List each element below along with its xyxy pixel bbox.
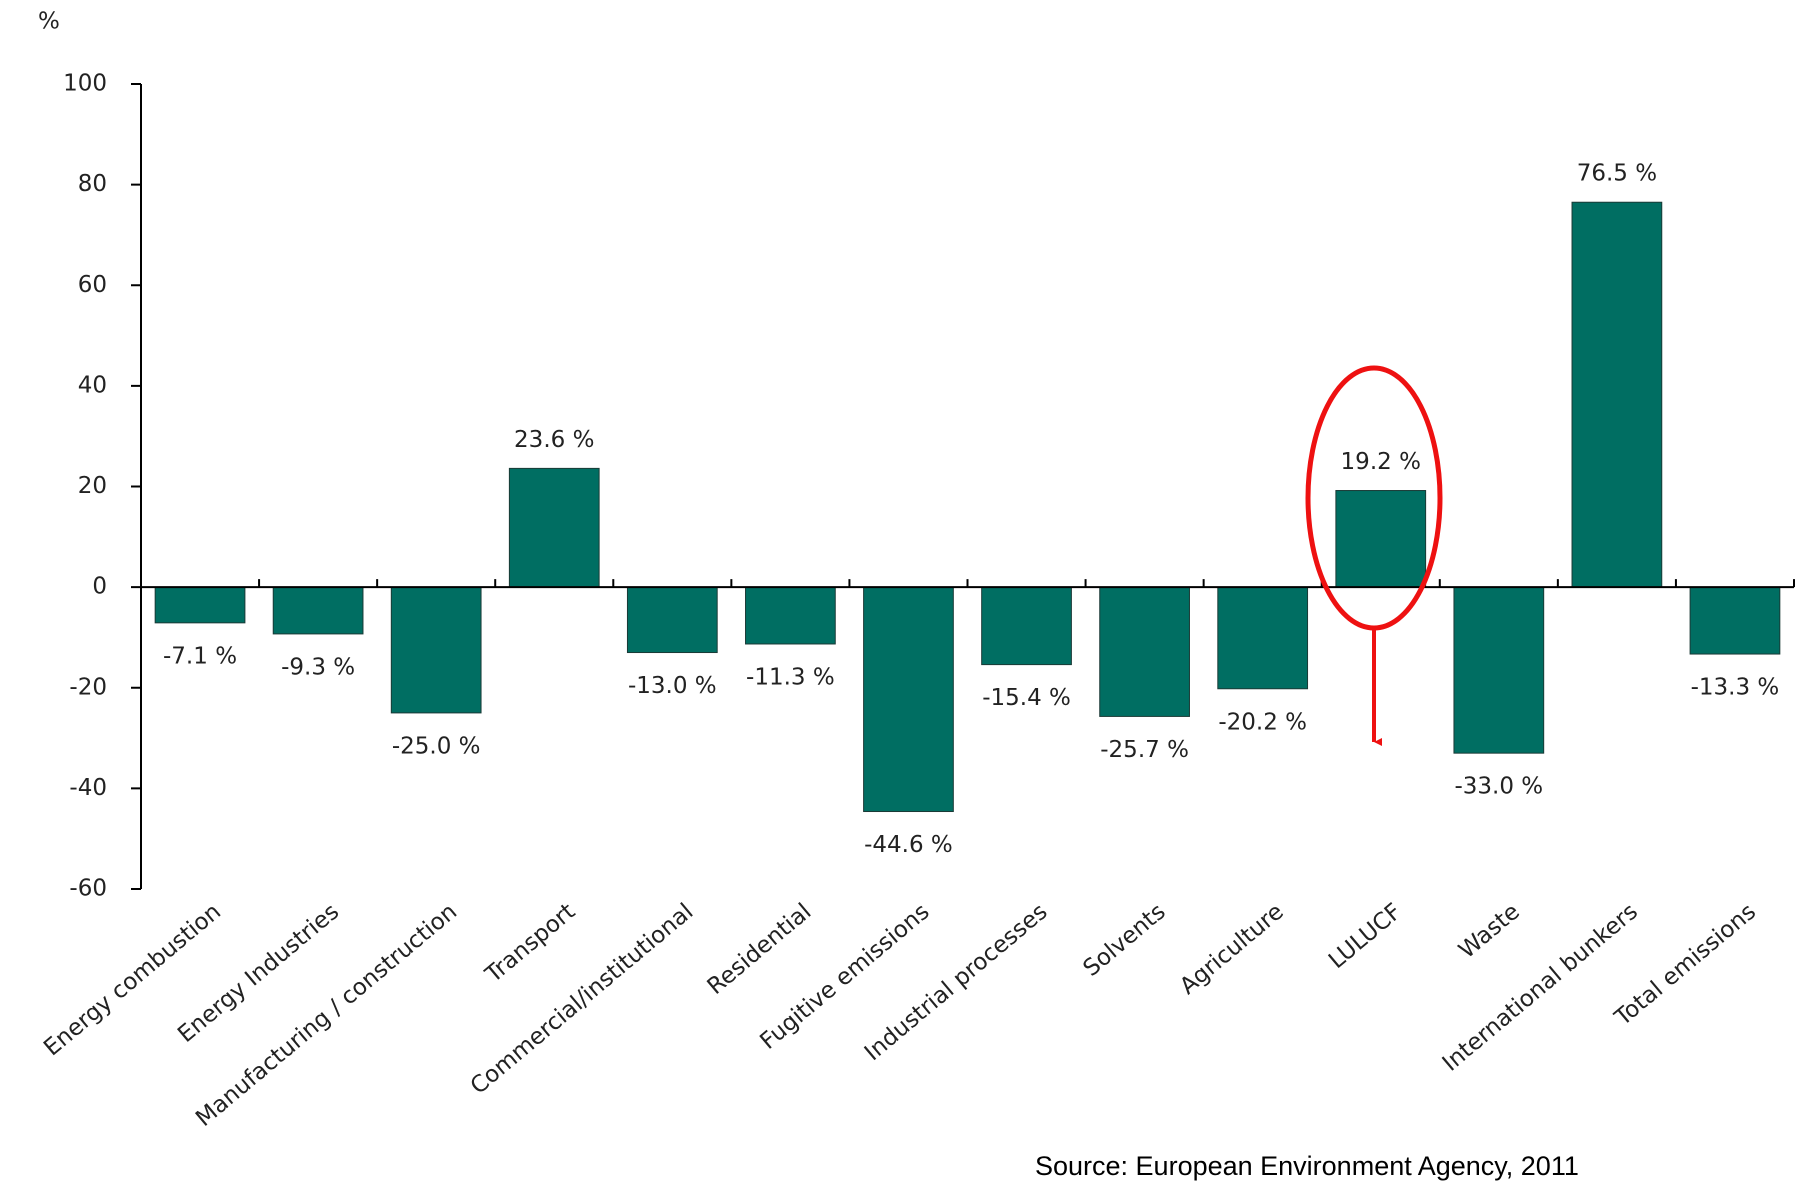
- value-label: -33.0 %: [1454, 774, 1543, 800]
- bar: [154, 586, 246, 624]
- x-tick-label: Residential: [703, 899, 817, 1000]
- bar: [626, 586, 718, 654]
- y-tick-label: 100: [63, 71, 107, 97]
- bar: [1335, 490, 1427, 588]
- x-tick-label: Solvents: [1079, 899, 1171, 982]
- y-tick-label: -60: [69, 876, 107, 902]
- value-label: -25.7 %: [1100, 737, 1189, 763]
- bar: [272, 586, 364, 635]
- x-tick-label: LULUCF: [1324, 899, 1407, 974]
- bar: [1571, 201, 1663, 588]
- y-tick-label: -20: [69, 674, 107, 700]
- bar: [863, 586, 954, 813]
- bar: [745, 586, 836, 645]
- value-label: -13.0 %: [628, 673, 717, 699]
- x-tick-label: Transport: [480, 899, 580, 989]
- x-tick-label: Waste: [1454, 899, 1525, 964]
- highlight-ellipse: [1305, 365, 1443, 631]
- value-label: -20.2 %: [1218, 709, 1307, 735]
- value-label: -13.3 %: [1691, 675, 1780, 701]
- y-tick-label: 0: [92, 574, 107, 600]
- y-tick-label: -40: [69, 775, 107, 801]
- bar: [1689, 586, 1781, 655]
- y-tick-label: 80: [78, 171, 107, 197]
- bar: [508, 467, 600, 588]
- y-tick-label: 60: [78, 272, 107, 298]
- value-label: -11.3 %: [746, 664, 835, 690]
- value-label: 23.6 %: [514, 427, 594, 453]
- bar: [981, 586, 1072, 666]
- value-label: -9.3 %: [281, 654, 355, 680]
- y-tick-label: 40: [78, 372, 107, 398]
- source: Source: European Environment Agency, 201…: [1035, 1151, 1579, 1181]
- x-tick-label: International bunkers: [1438, 899, 1643, 1077]
- value-label: -44.6 %: [864, 832, 953, 858]
- x-tick-label: Commercial/institutional: [466, 899, 699, 1100]
- y-tick-label: 20: [78, 473, 107, 499]
- value-label: 19.2 %: [1341, 449, 1421, 475]
- value-label: -7.1 %: [163, 643, 237, 669]
- value-label: -15.4 %: [982, 685, 1071, 711]
- x-tick-label: Agriculture: [1175, 899, 1289, 1000]
- bar: [1099, 586, 1190, 717]
- y-axis-label: %: [38, 9, 60, 35]
- x-tick-label: Manufacturing / construction: [191, 899, 462, 1132]
- bar: [1453, 586, 1545, 754]
- bar: [1217, 586, 1309, 690]
- value-label: 76.5 %: [1577, 161, 1657, 187]
- bar: [390, 586, 482, 714]
- value-label: -25.0 %: [392, 733, 481, 759]
